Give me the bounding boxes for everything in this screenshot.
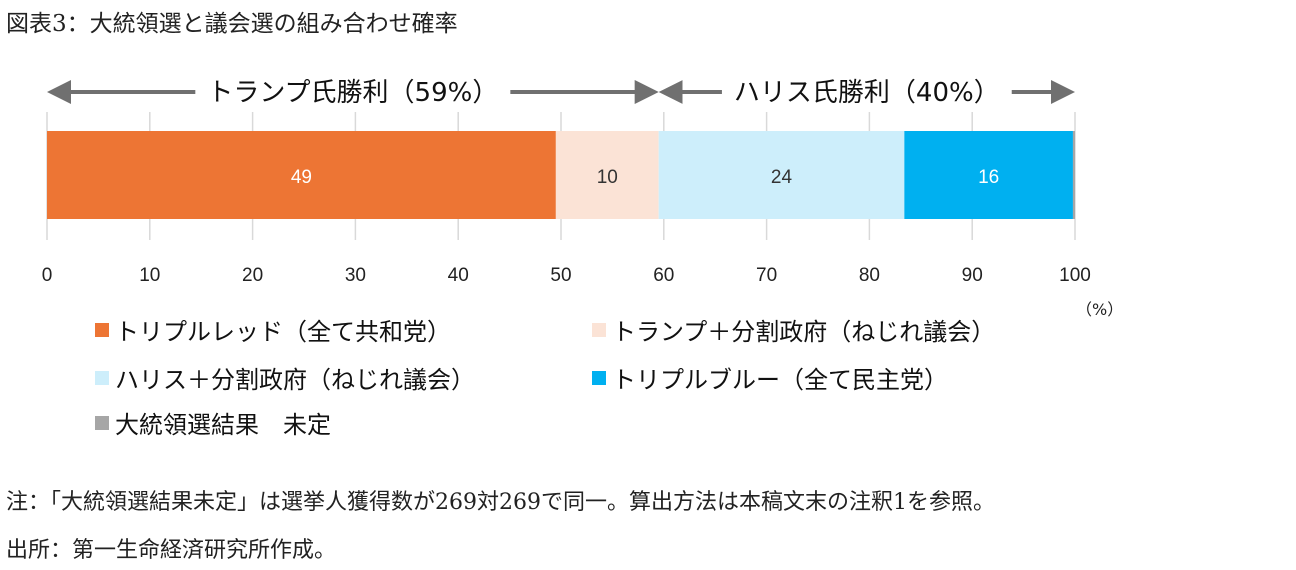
legend-swatch xyxy=(592,322,606,337)
x-tick-label: 10 xyxy=(139,265,160,286)
legend-label: トランプ＋分割政府（ねじれ議会） xyxy=(612,318,996,346)
bar-segment xyxy=(1072,131,1075,219)
x-tick-label: 30 xyxy=(345,265,366,286)
legend-item: トリプルレッド（全て共和党） xyxy=(95,312,451,347)
bar-segment xyxy=(904,131,1073,219)
x-tick-label: 0 xyxy=(42,265,53,286)
chart-title: 図表3：大統領選と議会選の組み合わせ確率 xyxy=(6,11,458,37)
legend-swatch xyxy=(592,370,606,385)
annotation-label: トランプ氏勝利（59%） xyxy=(207,78,498,108)
bar-segment xyxy=(658,131,905,219)
legend-item: トランプ＋分割政府（ねじれ議会） xyxy=(592,312,995,347)
legend-label: 大統領選結果 未定 xyxy=(115,411,331,439)
x-tick-label: 20 xyxy=(242,265,263,286)
footnote: 注：「大統領選結果未定」は選挙人獲得数が269対269で同一。算出方法は本稿文末… xyxy=(6,490,995,515)
legend-item: ハリス＋分割政府（ねじれ議会） xyxy=(95,360,475,395)
legend-swatch xyxy=(95,370,109,385)
x-tick-label: 100 xyxy=(1059,265,1091,286)
annotation-label: ハリス氏勝利（40%） xyxy=(734,78,1000,108)
x-axis-unit: （%） xyxy=(1076,300,1124,319)
x-tick-label: 80 xyxy=(859,265,880,286)
legend-label: トリプルブルー（全て民主党） xyxy=(612,366,948,394)
legend-swatch xyxy=(95,415,109,430)
legend-item: 大統領選結果 未定 xyxy=(95,405,331,440)
x-tick-label: 40 xyxy=(448,265,469,286)
stacked-bar-chart: 0 10 20 30 40 50 60 70 80 90 100 49 10 24 16 トランプ氏勝利（59… xyxy=(42,78,1091,286)
bar-data-label: 24 xyxy=(771,167,793,188)
x-tick-label: 70 xyxy=(756,265,777,286)
bar-data-label: 49 xyxy=(291,167,312,188)
legend-item: トリプルブルー（全て民主党） xyxy=(592,360,948,395)
legend-swatch xyxy=(95,322,109,337)
x-tick-label: 60 xyxy=(653,265,674,286)
bar-segment xyxy=(47,131,556,219)
source-note: 出所：第一生命経済研究所作成。 xyxy=(6,538,337,563)
bar-data-label: 16 xyxy=(978,167,999,188)
legend-label: ハリス＋分割政府（ねじれ議会） xyxy=(115,366,475,394)
legend-label: トリプルレッド（全て共和党） xyxy=(115,318,451,346)
x-tick-label: 50 xyxy=(550,265,571,286)
bar-data-label: 10 xyxy=(597,167,618,188)
bar-segment xyxy=(555,131,659,219)
x-tick-label: 90 xyxy=(962,265,983,286)
